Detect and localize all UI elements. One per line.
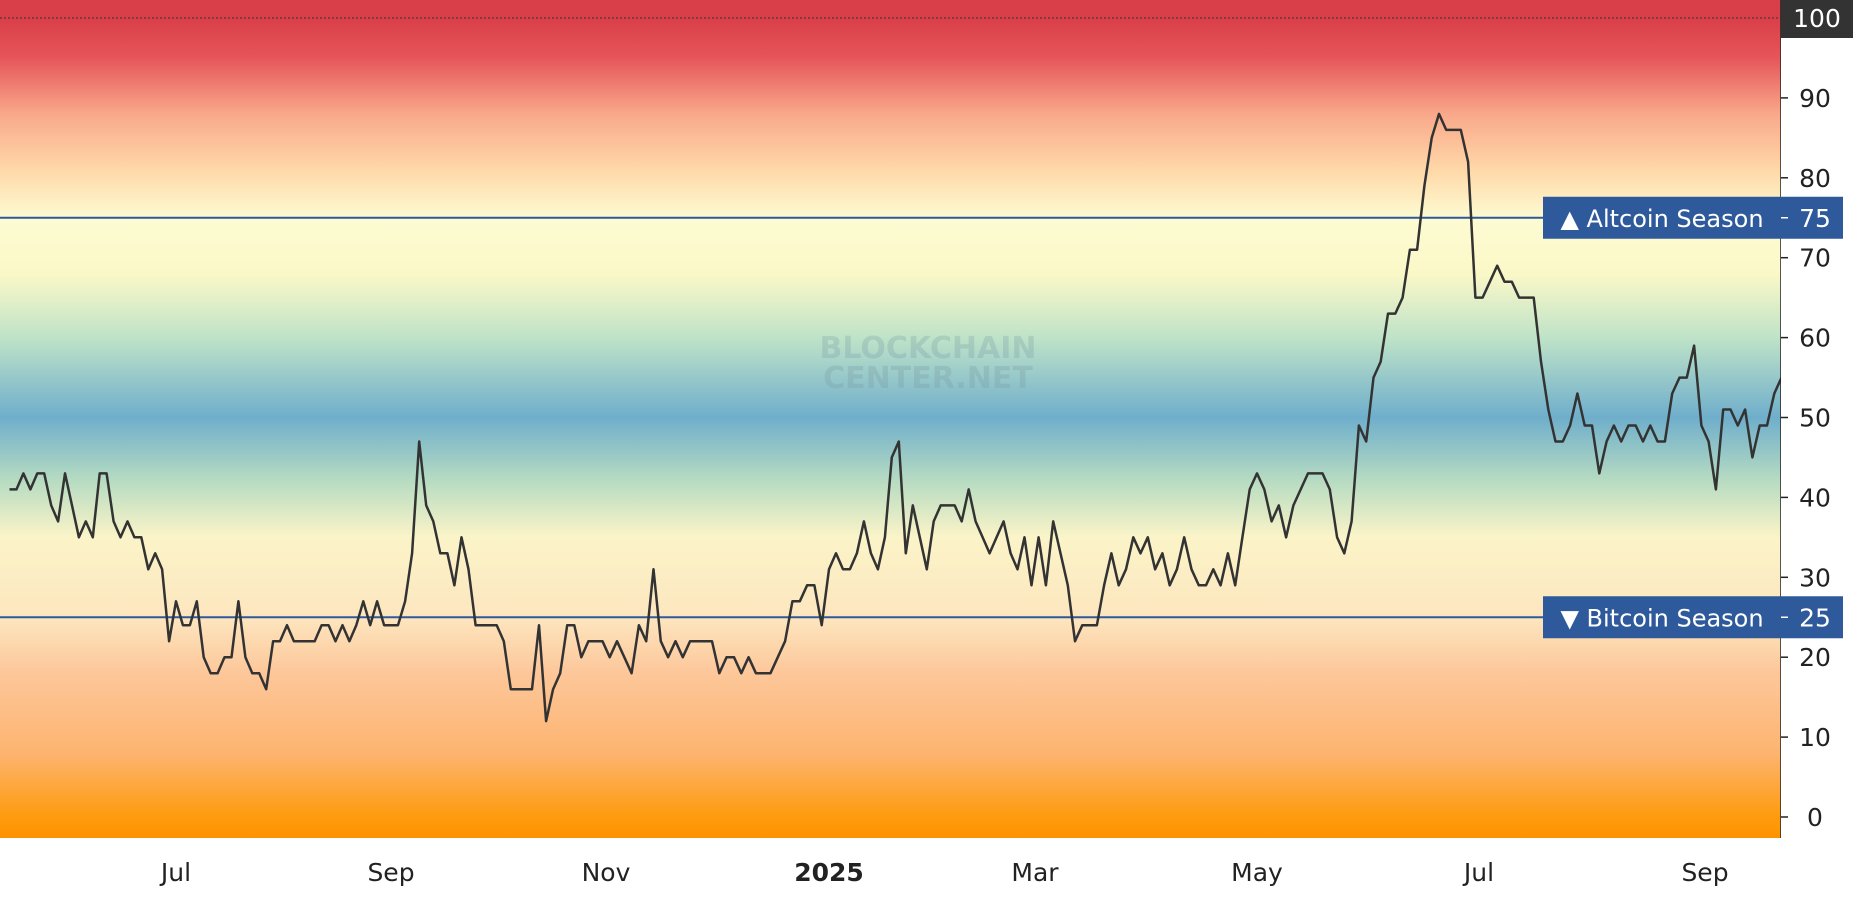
- x-tick-label: Jul: [159, 858, 191, 887]
- y-tick-label: 0: [1807, 803, 1823, 832]
- watermark: BLOCKCHAIN CENTER.NET: [820, 331, 1037, 396]
- threshold-value-text: 75: [1799, 204, 1831, 233]
- watermark-line-1: BLOCKCHAIN: [820, 331, 1037, 366]
- y-tick-label: 20: [1799, 643, 1831, 672]
- y-tick-label: 10: [1799, 723, 1831, 752]
- y-tick-label: 40: [1799, 483, 1831, 512]
- y-tick-label: 70: [1799, 244, 1831, 273]
- threshold-value-text: 25: [1799, 603, 1831, 632]
- threshold-label-box: [1543, 196, 1781, 239]
- threshold-label-box: [1543, 596, 1781, 639]
- x-axis-background: [0, 838, 1853, 903]
- x-tick-label: Sep: [1681, 858, 1728, 887]
- x-tick-label: May: [1231, 858, 1283, 887]
- threshold-value-box: [1781, 196, 1843, 239]
- threshold-labels: ▲ Altcoin Season 75 ▼ Bitcoin Season 25: [1543, 196, 1843, 639]
- gradient-background: [0, 0, 1781, 838]
- watermark-line-2: CENTER.NET: [823, 361, 1033, 396]
- current-value-box: [1781, 0, 1853, 38]
- y-tick-label: 30: [1799, 563, 1831, 592]
- y-axis-background: [1781, 0, 1853, 903]
- x-tick-label: Nov: [582, 858, 631, 887]
- threshold-label-1: ▼ Bitcoin Season 25: [1543, 596, 1843, 639]
- threshold-value-box: [1781, 596, 1843, 639]
- x-axis: Jul Sep Nov 2025 Mar May Jul Sep: [0, 838, 1853, 903]
- current-value-marker: 100: [1781, 0, 1853, 38]
- x-tick-label: Jul: [1462, 858, 1494, 887]
- threshold-label-text: ▼ Bitcoin Season: [1560, 604, 1763, 632]
- y-axis: 0 10 20 30 40 50 60 70 80 90 100: [1781, 0, 1853, 903]
- y-tick-label: 50: [1799, 404, 1831, 433]
- series-line: [9, 112, 1853, 723]
- current-value-text: 100: [1793, 4, 1841, 33]
- x-tick-label: Mar: [1011, 858, 1059, 887]
- x-tick-label: Sep: [367, 858, 414, 887]
- x-tick-label: 2025: [794, 858, 864, 887]
- y-tick-label: 60: [1799, 324, 1831, 353]
- threshold-label-0: ▲ Altcoin Season 75: [1543, 196, 1843, 239]
- threshold-lines: [0, 216, 1781, 619]
- y-tick-label: 80: [1799, 164, 1831, 193]
- y-tick-label: 90: [1799, 84, 1831, 113]
- threshold-label-text: ▲ Altcoin Season: [1560, 205, 1763, 233]
